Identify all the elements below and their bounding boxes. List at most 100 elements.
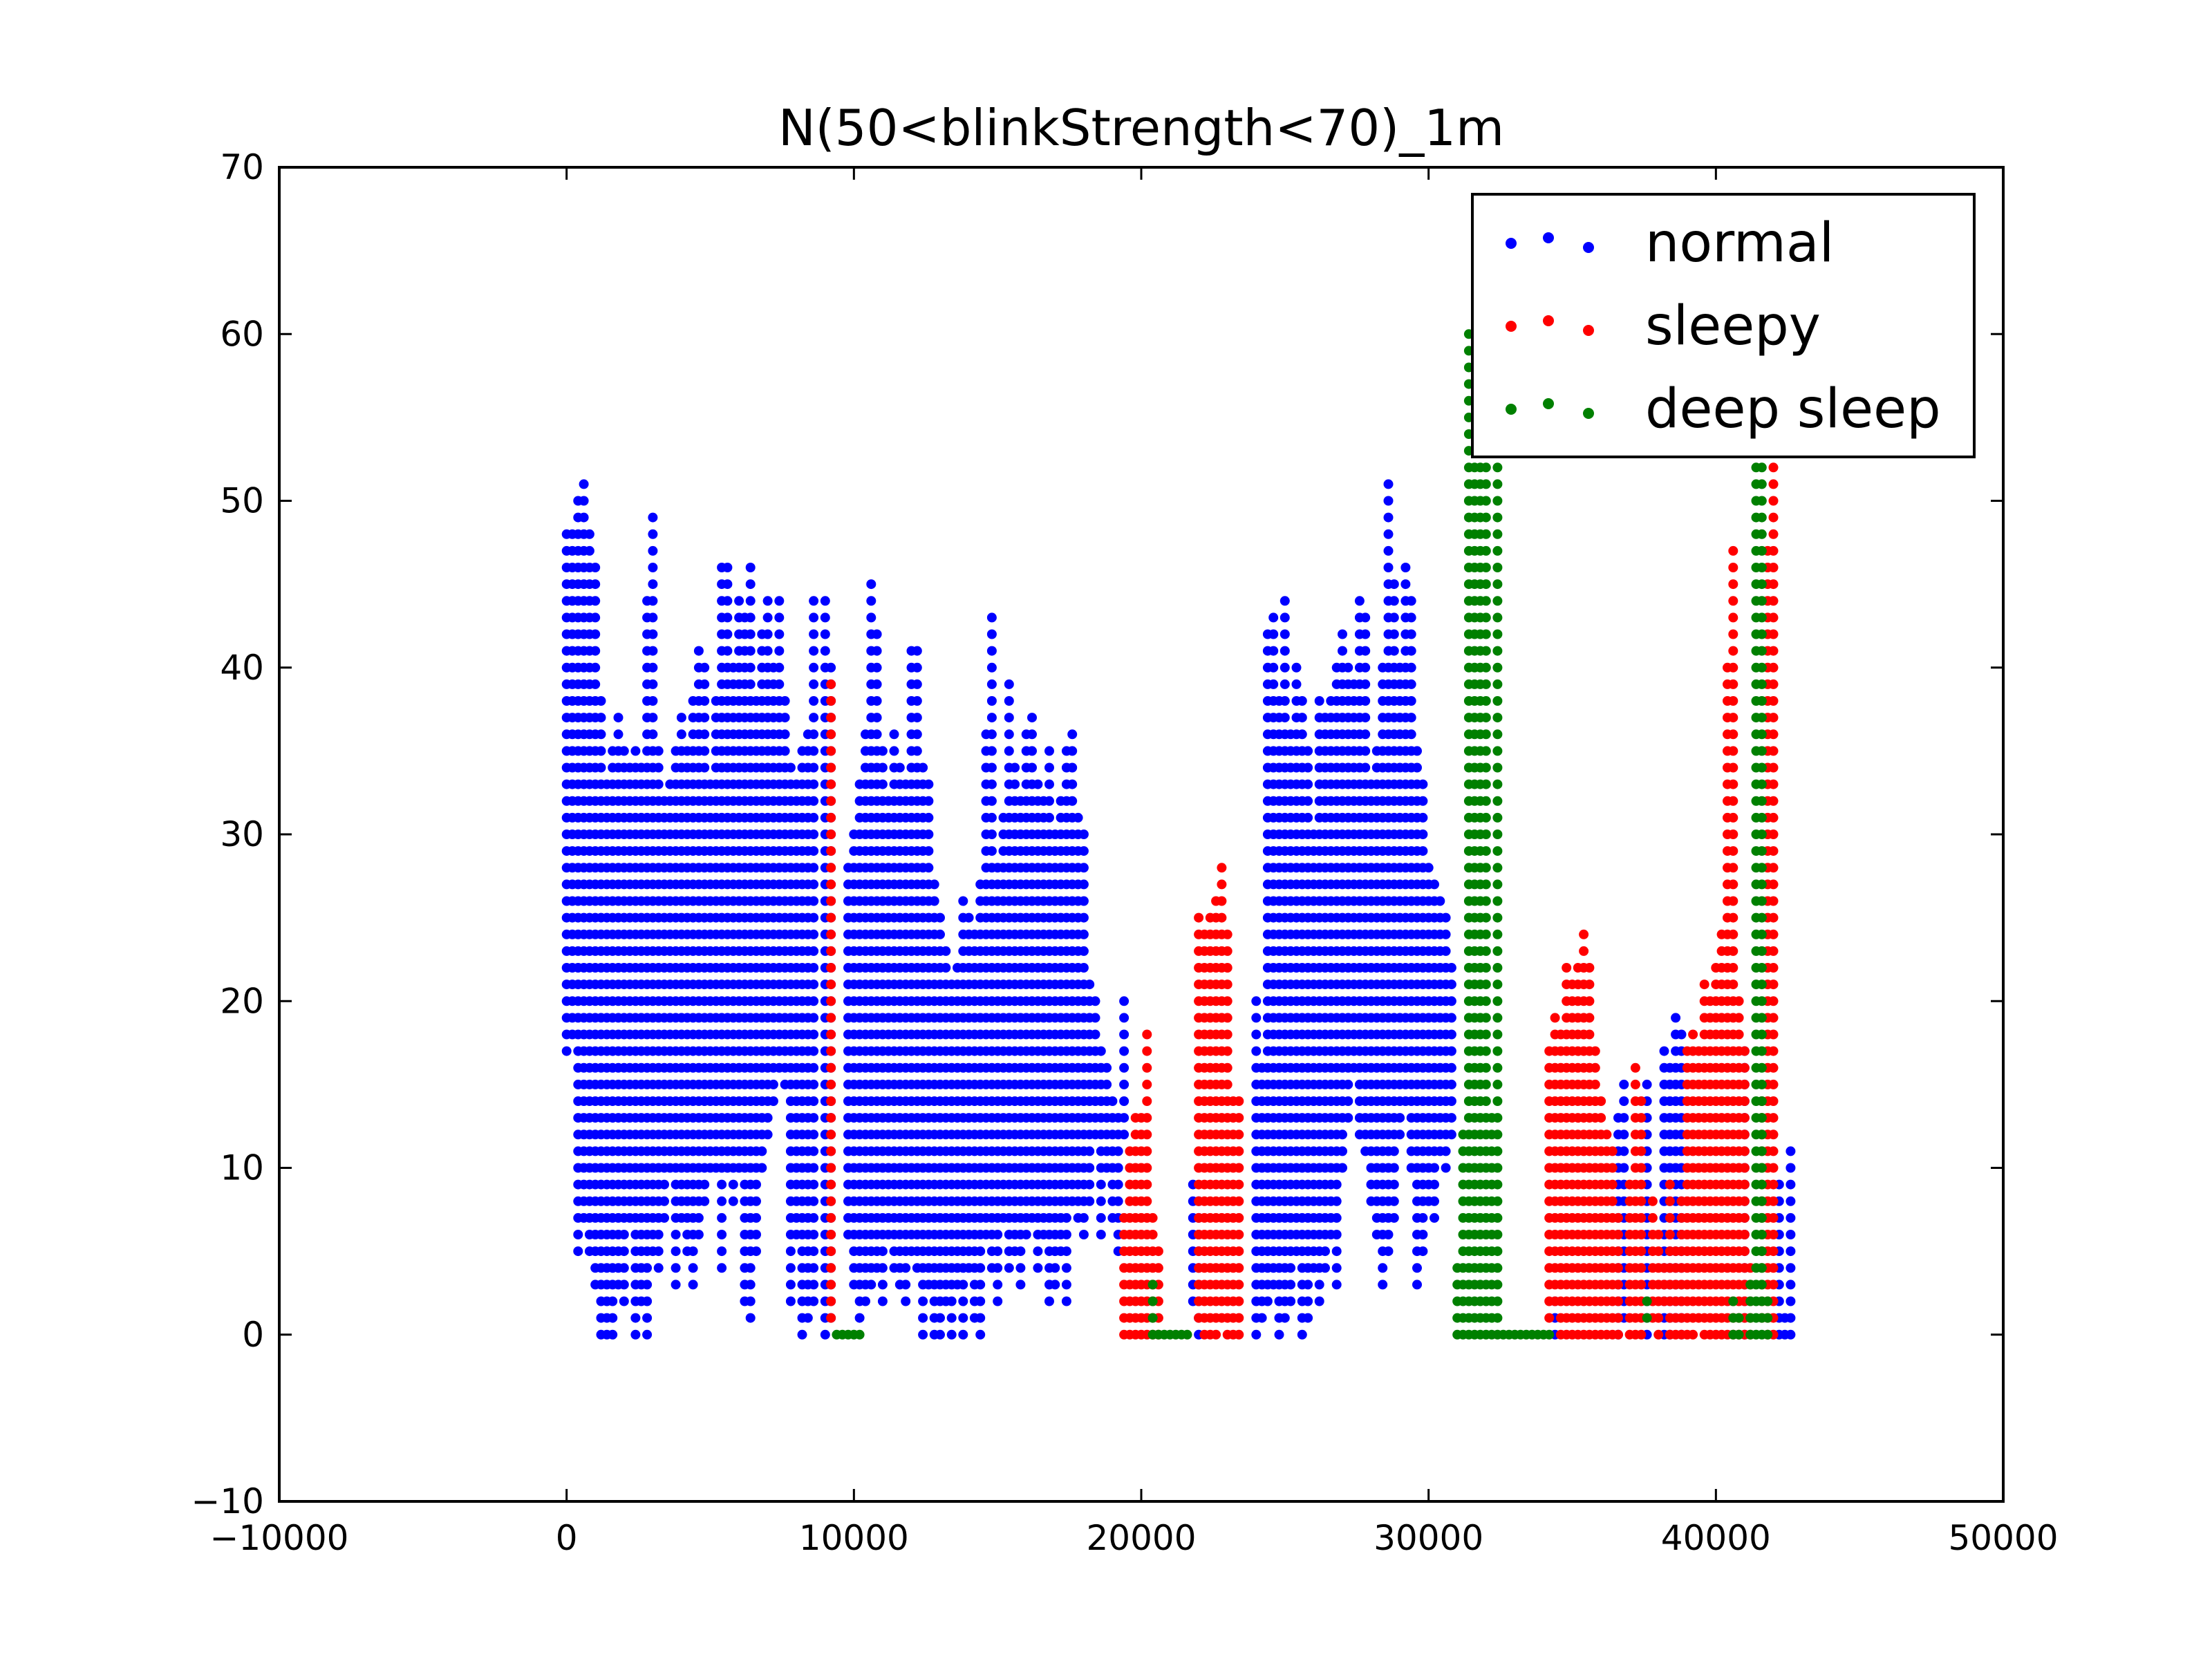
point-sleepy bbox=[1153, 1246, 1163, 1257]
point-normal bbox=[1360, 729, 1371, 740]
point-normal bbox=[1383, 512, 1394, 523]
point-sleepy bbox=[1636, 1329, 1647, 1340]
point-normal bbox=[590, 612, 601, 623]
point-normal bbox=[1027, 762, 1037, 773]
point-normal bbox=[1441, 912, 1451, 923]
point-normal bbox=[986, 796, 997, 806]
point-normal bbox=[1314, 1280, 1324, 1290]
point-normal bbox=[1619, 1113, 1629, 1123]
point-sleepy bbox=[1234, 1280, 1244, 1290]
point-normal bbox=[1067, 729, 1078, 740]
point-sleepy bbox=[1613, 1313, 1623, 1323]
point-normal bbox=[1389, 579, 1399, 590]
point-normal bbox=[688, 1280, 698, 1290]
point-sleepy bbox=[1222, 980, 1232, 990]
point-normal bbox=[935, 1329, 945, 1340]
point-normal bbox=[1027, 746, 1037, 756]
point-normal bbox=[722, 646, 733, 656]
point-normal bbox=[653, 762, 664, 773]
point-normal bbox=[1331, 1263, 1342, 1273]
point-normal bbox=[762, 646, 773, 656]
point-normal bbox=[630, 1329, 641, 1340]
point-normal bbox=[780, 729, 790, 740]
point-normal bbox=[745, 679, 756, 689]
point-normal bbox=[1096, 1046, 1106, 1056]
point-normal bbox=[608, 1313, 618, 1323]
point-normal bbox=[1303, 796, 1313, 806]
point-normal bbox=[1251, 1046, 1262, 1056]
point-normal bbox=[1343, 1096, 1353, 1106]
point-normal bbox=[1418, 1246, 1428, 1257]
point-sleepy bbox=[1607, 1196, 1618, 1206]
point-normal bbox=[1251, 1029, 1262, 1040]
point-normal bbox=[912, 713, 922, 723]
point-normal bbox=[946, 1313, 957, 1323]
point-normal bbox=[722, 612, 733, 623]
point-normal bbox=[1441, 929, 1451, 939]
point-normal bbox=[659, 1196, 669, 1206]
point-normal bbox=[1446, 1046, 1456, 1056]
point-normal bbox=[642, 1313, 653, 1323]
point-normal bbox=[1078, 896, 1089, 906]
point-normal bbox=[1119, 1096, 1130, 1106]
point-normal bbox=[1119, 996, 1130, 1006]
point-normal bbox=[1785, 1230, 1796, 1239]
point-normal bbox=[608, 1329, 618, 1340]
point-normal bbox=[986, 830, 997, 839]
point-normal bbox=[642, 1280, 653, 1290]
point-normal bbox=[630, 746, 641, 756]
point-normal bbox=[941, 963, 951, 973]
point-normal bbox=[1785, 1329, 1796, 1340]
point-normal bbox=[912, 729, 922, 740]
point-sleepy bbox=[1653, 1246, 1664, 1257]
point-normal bbox=[1096, 1230, 1106, 1239]
point-normal bbox=[877, 1280, 888, 1290]
point-normal bbox=[1785, 1212, 1796, 1223]
point-normal bbox=[1078, 1212, 1089, 1223]
point-normal bbox=[590, 629, 601, 639]
point-normal bbox=[1078, 912, 1089, 923]
point-normal bbox=[1061, 1212, 1071, 1223]
point-normal bbox=[1004, 713, 1014, 723]
point-sleepy bbox=[826, 1062, 836, 1073]
point-normal bbox=[1400, 563, 1411, 572]
point-normal bbox=[924, 796, 934, 806]
point-sleepy bbox=[1234, 1096, 1244, 1106]
point-normal bbox=[809, 1013, 819, 1023]
point-sleepy bbox=[1142, 1079, 1152, 1089]
point-normal bbox=[1360, 629, 1371, 639]
point-normal bbox=[590, 646, 601, 656]
point-normal bbox=[924, 812, 934, 823]
point-normal bbox=[1119, 1079, 1130, 1089]
point-normal bbox=[1291, 679, 1302, 689]
point-normal bbox=[619, 1230, 629, 1239]
point-normal bbox=[1406, 629, 1416, 639]
point-normal bbox=[584, 545, 594, 556]
point-sleepy bbox=[1596, 1113, 1606, 1123]
point-normal bbox=[1004, 746, 1014, 756]
point-sleepy bbox=[1579, 929, 1589, 939]
point-normal bbox=[648, 629, 658, 639]
point-normal bbox=[1044, 746, 1054, 756]
point-sleepy bbox=[1636, 1130, 1647, 1140]
point-normal bbox=[1676, 1029, 1687, 1040]
point-sleepy bbox=[1142, 1029, 1152, 1040]
point-normal bbox=[1078, 963, 1089, 973]
point-normal bbox=[653, 1230, 664, 1239]
point-normal bbox=[1102, 1062, 1112, 1073]
point-normal bbox=[780, 746, 790, 756]
point-sleepy bbox=[1579, 946, 1589, 956]
point-normal bbox=[975, 1263, 986, 1273]
point-normal bbox=[1303, 812, 1313, 823]
point-normal bbox=[1033, 1263, 1043, 1273]
point-normal bbox=[780, 696, 790, 706]
point-normal bbox=[1785, 1179, 1796, 1190]
point-normal bbox=[1044, 1296, 1054, 1306]
point-normal bbox=[993, 1296, 1003, 1306]
point-sleepy bbox=[1217, 863, 1227, 873]
point-normal bbox=[590, 563, 601, 572]
point-normal bbox=[561, 1046, 572, 1056]
point-normal bbox=[1119, 1029, 1130, 1040]
point-normal bbox=[872, 679, 882, 689]
point-normal bbox=[986, 762, 997, 773]
